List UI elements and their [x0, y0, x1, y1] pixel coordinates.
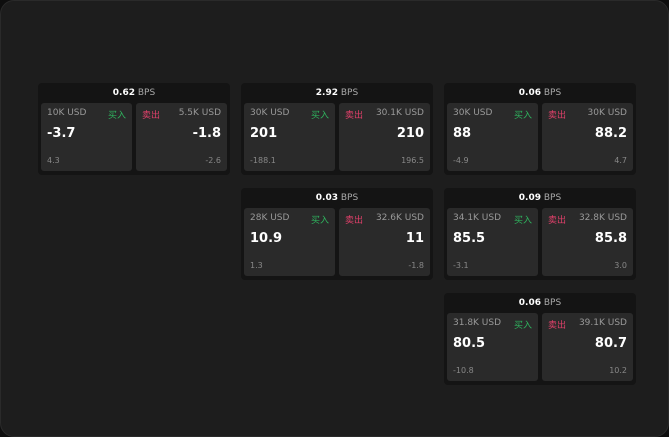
ask-size: 32.6K USD [375, 213, 424, 223]
ask-price: 11 [405, 231, 424, 246]
sell-button[interactable]: 卖出 30K USD 88.2 4.7 [542, 103, 633, 171]
spread-unit: BPS [340, 193, 359, 203]
sell-label: 卖出 [345, 216, 364, 226]
ask-change: 196.5 [401, 156, 424, 165]
buy-button[interactable]: 10K USD 买入 -3.7 4.3 [41, 103, 132, 171]
spread-header: 0.62 BPS [41, 83, 227, 103]
ask-size: 39.1K USD [578, 318, 627, 328]
buy-button[interactable]: 28K USD 买入 10.9 1.3 [244, 208, 335, 276]
spread-unit: BPS [137, 88, 156, 98]
spread-header: 2.92 BPS [244, 83, 430, 103]
quote-card: 0.06 BPS 31.8K USD 买入 80.5 -10.8 卖出 39.1K … [444, 293, 636, 385]
buy-label: 买入 [107, 111, 126, 121]
bid-change: 4.3 [47, 156, 60, 165]
bid-price: 85.5 [453, 231, 486, 246]
ask-change: 3.0 [614, 261, 627, 270]
bid-size: 30K USD [250, 108, 290, 118]
spread-unit: BPS [543, 193, 562, 203]
bid-price: 10.9 [250, 231, 283, 246]
bid-change: -188.1 [250, 156, 276, 165]
ask-price: 85.8 [594, 231, 627, 246]
bid-price: 88 [453, 126, 472, 141]
ask-size: 32.8K USD [578, 213, 627, 223]
quote-card: 0.09 BPS 34.1K USD 买入 85.5 -3.1 卖出 32.8K U… [444, 188, 636, 280]
buy-label: 买入 [310, 111, 329, 121]
spread-unit: BPS [543, 88, 562, 98]
buy-button[interactable]: 30K USD 买入 88 -4.9 [447, 103, 538, 171]
ask-price: 210 [396, 126, 424, 141]
sell-label: 卖出 [142, 111, 161, 121]
bid-change: -3.1 [453, 261, 469, 270]
sell-label: 卖出 [548, 216, 567, 226]
buy-label: 买入 [310, 216, 329, 226]
ask-change: -1.8 [408, 261, 424, 270]
buy-button[interactable]: 30K USD 买入 201 -188.1 [244, 103, 335, 171]
sell-label: 卖出 [548, 111, 567, 121]
sell-button[interactable]: 卖出 32.8K USD 85.8 3.0 [542, 208, 633, 276]
buy-label: 买入 [513, 216, 532, 226]
buy-label: 买入 [513, 321, 532, 331]
spread-value: 0.09 [518, 193, 541, 203]
buy-button[interactable]: 34.1K USD 买入 85.5 -3.1 [447, 208, 538, 276]
spread-header: 0.09 BPS [447, 188, 633, 208]
ask-size: 5.5K USD [178, 108, 221, 118]
bid-size: 34.1K USD [453, 213, 502, 223]
quote-card: 0.62 BPS 10K USD 买入 -3.7 4.3 卖出 5.5K USD -… [38, 83, 230, 175]
sell-label: 卖出 [548, 321, 567, 331]
sell-button[interactable]: 卖出 5.5K USD -1.8 -2.6 [136, 103, 227, 171]
ask-size: 30K USD [587, 108, 627, 118]
spread-value: 0.06 [518, 298, 541, 308]
bid-price: 201 [250, 126, 278, 141]
ask-price: 80.7 [594, 336, 627, 351]
bid-size: 28K USD [250, 213, 290, 223]
spread-value: 0.06 [518, 88, 541, 98]
ask-size: 30.1K USD [375, 108, 424, 118]
bid-price: 80.5 [453, 336, 486, 351]
bid-price: -3.7 [47, 126, 76, 141]
spread-unit: BPS [340, 88, 359, 98]
bid-change: 1.3 [250, 261, 263, 270]
spread-header: 0.06 BPS [447, 293, 633, 313]
spread-value: 0.03 [315, 193, 338, 203]
sell-label: 卖出 [345, 111, 364, 121]
buy-button[interactable]: 31.8K USD 买入 80.5 -10.8 [447, 313, 538, 381]
bid-size: 31.8K USD [453, 318, 502, 328]
sell-button[interactable]: 卖出 30.1K USD 210 196.5 [339, 103, 430, 171]
quote-card: 2.92 BPS 30K USD 买入 201 -188.1 卖出 30.1K US… [241, 83, 433, 175]
spread-value: 2.92 [315, 88, 338, 98]
quote-card: 0.06 BPS 30K USD 买入 88 -4.9 卖出 30K USD 88.… [444, 83, 636, 175]
bid-change: -4.9 [453, 156, 469, 165]
ask-price: -1.8 [192, 126, 221, 141]
ask-change: -2.6 [205, 156, 221, 165]
spread-header: 0.03 BPS [244, 188, 430, 208]
spread-header: 0.06 BPS [447, 83, 633, 103]
bid-change: -10.8 [453, 366, 474, 375]
spread-value: 0.62 [112, 88, 135, 98]
sell-button[interactable]: 卖出 39.1K USD 80.7 10.2 [542, 313, 633, 381]
ask-price: 88.2 [594, 126, 627, 141]
spread-unit: BPS [543, 298, 562, 308]
buy-label: 买入 [513, 111, 532, 121]
quote-card: 0.03 BPS 28K USD 买入 10.9 1.3 卖出 32.6K USD … [241, 188, 433, 280]
bid-size: 10K USD [47, 108, 87, 118]
bid-size: 30K USD [453, 108, 493, 118]
ask-change: 10.2 [609, 366, 627, 375]
ask-change: 4.7 [614, 156, 627, 165]
sell-button[interactable]: 卖出 32.6K USD 11 -1.8 [339, 208, 430, 276]
